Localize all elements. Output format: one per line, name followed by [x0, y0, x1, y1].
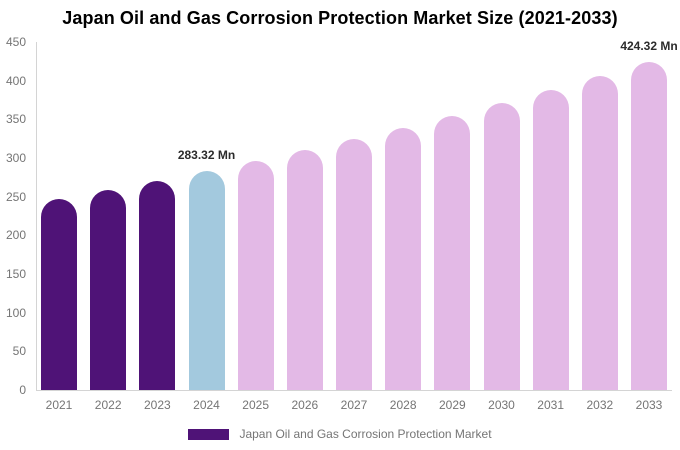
x-axis-line [36, 390, 672, 391]
x-axis-label-2031: 2031 [537, 398, 564, 412]
y-axis-tick-label: 100 [5, 305, 26, 320]
y-axis-tick-label: 200 [5, 228, 26, 243]
y-axis-tick-label: 250 [5, 189, 26, 204]
x-axis-label-2023: 2023 [143, 398, 171, 412]
y-axis-tick-label: 400 [5, 73, 26, 88]
bar-2032[interactable] [581, 76, 618, 390]
bar-2021[interactable] [41, 198, 77, 390]
x-axis-label-2028: 2028 [389, 398, 417, 412]
bar-2027[interactable] [336, 139, 372, 390]
y-axis-tick-label: 450 [5, 35, 26, 49]
bar-2024[interactable] [188, 170, 225, 390]
y-axis-line [36, 42, 37, 390]
x-axis-label-2029: 2029 [438, 398, 466, 412]
x-axis-label-2030: 2030 [488, 398, 515, 412]
bar-2025[interactable] [237, 160, 274, 390]
chart-title: Japan Oil and Gas Corrosion Protection M… [62, 8, 618, 28]
y-axis-tick-label: 0 [19, 383, 26, 397]
x-axis-label-2022: 2022 [94, 398, 122, 412]
y-axis-tick-label: 50 [12, 344, 26, 359]
bar-2026[interactable] [286, 150, 323, 390]
data-label-2033: 424.32 Mn [620, 38, 678, 53]
legend-label: Japan Oil and Gas Corrosion Protection M… [239, 427, 492, 441]
x-axis-label-2024: 2024 [193, 398, 220, 412]
x-axis-label-2033: 2033 [635, 398, 663, 412]
x-axis-label-2027: 2027 [340, 398, 368, 412]
x-axis-label-2032: 2032 [586, 398, 614, 412]
bar-2029[interactable] [434, 115, 471, 390]
bar-2033[interactable] [631, 61, 667, 390]
y-axis-tick-label: 350 [5, 112, 26, 127]
data-label-2024: 283.32 Mn [177, 147, 236, 162]
bar-2022[interactable] [90, 189, 127, 390]
bar-2030[interactable] [483, 103, 520, 390]
bar-2028[interactable] [385, 127, 422, 390]
y-axis-tick-label: 300 [5, 151, 26, 165]
x-axis-label-2025: 2025 [242, 398, 269, 412]
legend-swatch [188, 428, 230, 440]
bar-2023[interactable] [139, 180, 176, 390]
legend[interactable]: Japan Oil and Gas Corrosion Protection M… [0, 426, 680, 442]
x-axis-label-2026: 2026 [291, 398, 319, 412]
x-axis-label-2021: 2021 [45, 398, 73, 412]
y-axis-tick-label: 150 [5, 267, 26, 281]
bar-2031[interactable] [532, 89, 569, 390]
